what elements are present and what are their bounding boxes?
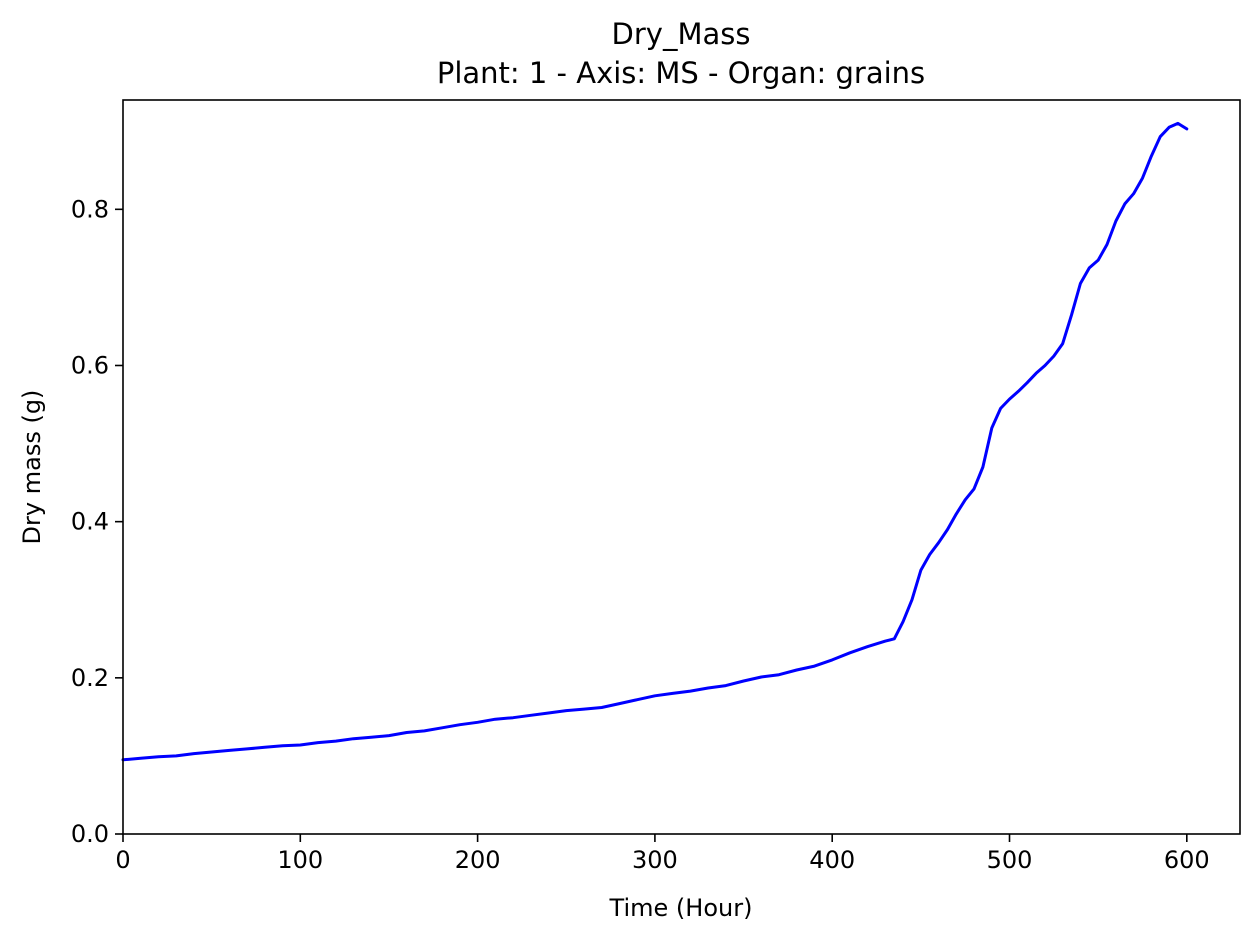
y-tick-label: 0.2 [71, 664, 109, 692]
series-line-dry-mass [121, 121, 1189, 762]
series-layer [121, 121, 1189, 762]
y-tick-label: 0.0 [71, 820, 109, 848]
y-tick-label: 0.8 [71, 195, 109, 223]
x-tick-label: 600 [1164, 846, 1210, 874]
x-axis-label: Time (Hour) [609, 894, 753, 922]
y-tick-label: 0.4 [71, 508, 109, 536]
x-tick-label: 0 [115, 846, 130, 874]
plot-frame [122, 99, 1241, 835]
chart-title: Dry_Mass [612, 17, 751, 51]
chart-subtitle: Plant: 1 - Axis: MS - Organ: grains [437, 56, 925, 90]
ticks-layer: 0 100 200 300 400 500 600 0.0 0.2 0.4 0.6 0.8 [71, 195, 1210, 874]
x-tick-label: 400 [809, 846, 855, 874]
y-axis-label: Dry mass (g) [18, 390, 46, 545]
x-tick-label: 300 [632, 846, 678, 874]
x-tick-label: 100 [277, 846, 323, 874]
y-tick-label: 0.6 [71, 351, 109, 379]
x-tick-label: 500 [987, 846, 1033, 874]
x-tick-label: 200 [455, 846, 501, 874]
